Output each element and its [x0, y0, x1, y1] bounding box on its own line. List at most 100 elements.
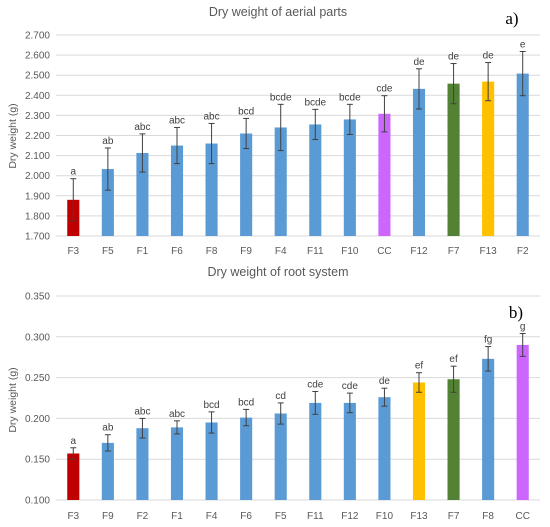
x-tick-labels: F3 F9 F2 F1 F4 F6 F5 F11 F12 F10 F13 F7 F8 CC	[67, 511, 529, 522]
error-bar-f8	[485, 346, 492, 372]
bar-f6	[240, 417, 253, 500]
y-tick-label: 2.500	[25, 71, 50, 82]
x-tick-label: CC	[377, 246, 391, 257]
significance-letter: e	[520, 39, 526, 50]
x-tick-label: F6	[240, 511, 252, 522]
significance-letter: ef	[415, 361, 424, 372]
chart-title: Dry weight of root system	[207, 265, 348, 279]
significance-letter: cde	[307, 379, 324, 390]
x-tick-label: F11	[307, 511, 324, 522]
y-tick-label: 2.200	[25, 131, 50, 142]
x-tick-label: F8	[206, 246, 218, 257]
x-tick-label: F10	[376, 511, 394, 522]
x-tick-label: F2	[517, 246, 529, 257]
y-tick-label: 0.350	[25, 292, 50, 303]
bar-f6	[170, 145, 184, 236]
chart-root-system: Dry weight of root system b) Dry weight …	[7, 265, 540, 522]
bar-f13	[482, 81, 495, 236]
y-tick-label: 2.600	[25, 51, 50, 62]
y-tick-labels: 0.100 0.150 0.200 0.250 0.300 0.350	[25, 292, 50, 507]
x-tick-label: F8	[482, 511, 494, 522]
x-tick-label: F4	[275, 246, 287, 257]
y-tick-label: 2.300	[25, 111, 50, 122]
significance-letter: bcde	[270, 92, 292, 103]
error-bar-f12	[346, 392, 353, 414]
x-tick-label: F3	[67, 511, 79, 522]
significance-letter: abc	[204, 111, 220, 122]
error-bar-f3	[70, 447, 77, 460]
x-tick-label: F1	[171, 511, 183, 522]
bar-f9	[101, 442, 114, 500]
significance-letter: abc	[169, 115, 185, 126]
significance-letter: bcd	[238, 106, 254, 117]
y-tick-labels: 1.700 1.800 1.900 2.000 2.100 2.200 2.300 2.400…	[25, 31, 50, 243]
significance-letter: de	[448, 52, 460, 63]
bar-f11	[309, 124, 322, 236]
y-tick-label: 2.000	[25, 171, 50, 182]
x-tick-label: F2	[137, 511, 149, 522]
y-axis-label: Dry weight (g)	[7, 103, 19, 168]
x-tick-label: F3	[67, 246, 79, 257]
error-bar-f13	[416, 372, 422, 393]
gridlines	[56, 34, 540, 237]
y-tick-label: 2.100	[25, 151, 50, 162]
significance-letter: ab	[102, 423, 114, 434]
bar-f4	[205, 422, 218, 500]
x-tick-label: F9	[102, 511, 114, 522]
significance-letter: cde	[376, 84, 393, 95]
significance-letter: abc	[169, 409, 185, 420]
significance-letters: a ab abc abc abc bcd bcde bcde bcde cde de de de e	[71, 39, 526, 177]
error-bar-f1	[139, 133, 146, 173]
significance-letter: a	[71, 167, 77, 178]
x-tick-label: F13	[410, 511, 428, 522]
x-tick-label: F13	[480, 246, 498, 257]
bars	[67, 344, 529, 500]
error-bar-f3	[70, 178, 77, 222]
x-tick-label: F7	[448, 511, 460, 522]
y-tick-label: 1.900	[25, 191, 50, 202]
error-bar-cc	[519, 333, 526, 357]
bar-f13	[412, 382, 426, 500]
error-bar-f4	[277, 103, 284, 152]
significance-letter: abc	[134, 122, 150, 133]
bar-f12	[343, 402, 356, 500]
error-bar-f2	[519, 50, 526, 97]
significance-letter: cd	[275, 391, 286, 402]
x-tick-label: F5	[275, 511, 287, 522]
panel-label: b)	[509, 303, 523, 322]
significance-letter: ab	[102, 136, 114, 147]
bar-f1	[170, 427, 184, 500]
bar-f2	[136, 428, 149, 500]
y-tick-label: 1.700	[25, 232, 50, 243]
error-bar-f12	[416, 68, 422, 110]
significance-letter: g	[520, 322, 526, 333]
significance-letters: a ab abc abc bcd bcd cd cde cde de ef ef fg g	[71, 322, 526, 447]
error-bar-f5	[104, 147, 111, 191]
bars	[67, 73, 529, 236]
error-bar-f6	[243, 408, 250, 427]
error-bar-f10	[346, 103, 353, 135]
significance-letter: de	[483, 51, 495, 62]
bar-f7	[447, 83, 460, 236]
bar-cc	[378, 113, 391, 236]
significance-letter: cde	[342, 381, 359, 392]
y-tick-label: 2.700	[25, 31, 50, 42]
x-tick-label: F9	[240, 246, 252, 257]
y-tick-label: 0.200	[25, 414, 50, 425]
y-tick-label: 0.150	[25, 455, 50, 466]
significance-letter: de	[413, 57, 425, 68]
x-tick-label: F12	[341, 511, 359, 522]
bar-f5	[101, 169, 114, 236]
significance-letter: bcd	[204, 400, 220, 411]
significance-letter: a	[71, 436, 77, 447]
y-tick-label: 1.800	[25, 211, 50, 222]
significance-letter: bcd	[238, 397, 254, 408]
error-bar-cc	[381, 95, 388, 133]
gridlines	[56, 295, 540, 501]
bar-f2	[516, 73, 529, 236]
error-bar-f2	[139, 417, 146, 439]
chart-title: Dry weight of aerial parts	[209, 5, 347, 19]
error-bar-f8	[208, 122, 215, 165]
x-tick-label: F12	[410, 246, 428, 257]
